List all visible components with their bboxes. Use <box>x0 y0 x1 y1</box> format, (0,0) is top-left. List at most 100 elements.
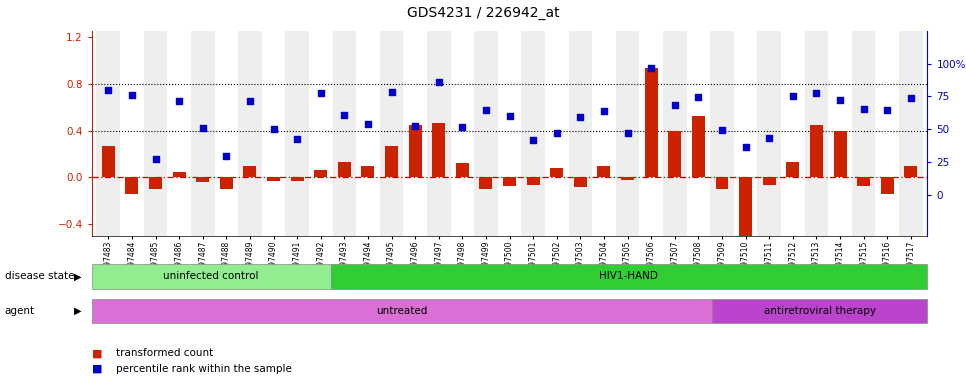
Point <box>148 156 163 162</box>
Point <box>643 65 659 71</box>
Bar <box>615 31 639 236</box>
Point <box>455 124 470 130</box>
Point <box>596 108 611 114</box>
Bar <box>739 177 753 236</box>
Bar <box>92 299 713 323</box>
Bar <box>126 177 138 194</box>
Text: HIV1-HAND: HIV1-HAND <box>600 271 659 281</box>
Bar <box>97 31 120 236</box>
Bar <box>574 177 587 187</box>
Bar <box>92 264 330 289</box>
Bar <box>262 31 285 236</box>
Bar <box>881 177 894 194</box>
Text: uninfected control: uninfected control <box>163 271 259 281</box>
Point <box>573 114 588 120</box>
Text: ▶: ▶ <box>73 271 81 281</box>
Bar <box>569 31 592 236</box>
Bar <box>191 31 214 236</box>
Point <box>100 87 116 93</box>
Bar <box>828 31 852 236</box>
Bar <box>497 31 522 236</box>
Bar <box>598 166 611 177</box>
Bar <box>710 31 734 236</box>
Point <box>360 121 376 127</box>
Bar <box>639 31 663 236</box>
Bar <box>330 264 927 289</box>
Text: agent: agent <box>5 306 35 316</box>
Bar <box>385 146 398 177</box>
Point <box>218 153 234 159</box>
Text: percentile rank within the sample: percentile rank within the sample <box>116 364 292 374</box>
Bar <box>479 177 493 189</box>
Point <box>668 102 683 108</box>
Point <box>313 90 328 96</box>
Bar <box>167 31 191 236</box>
Bar <box>243 166 256 177</box>
Bar <box>526 177 540 184</box>
Point <box>478 106 494 113</box>
Point <box>125 92 140 98</box>
Bar <box>291 177 303 181</box>
Point <box>336 112 352 118</box>
Bar <box>432 124 445 177</box>
Bar <box>456 163 469 177</box>
Bar <box>781 31 805 236</box>
Bar <box>875 31 899 236</box>
Text: transformed count: transformed count <box>116 348 213 358</box>
Point <box>879 108 895 114</box>
Bar <box>545 31 569 236</box>
Bar <box>361 166 375 177</box>
Bar <box>852 31 875 236</box>
Bar <box>522 31 545 236</box>
Text: antiretroviral therapy: antiretroviral therapy <box>764 306 876 316</box>
Bar <box>380 31 404 236</box>
Bar <box>621 177 634 180</box>
Bar <box>834 131 846 177</box>
Bar <box>805 31 828 236</box>
Bar <box>810 125 823 177</box>
Bar <box>196 177 210 182</box>
Bar <box>356 31 380 236</box>
Bar <box>214 31 238 236</box>
Bar <box>757 31 781 236</box>
Bar <box>173 172 185 177</box>
Point <box>691 94 706 100</box>
Text: untreated: untreated <box>377 306 428 316</box>
Bar <box>427 31 450 236</box>
Text: GDS4231 / 226942_at: GDS4231 / 226942_at <box>407 6 559 20</box>
Point <box>903 95 919 101</box>
Bar <box>238 31 262 236</box>
Bar <box>503 177 516 186</box>
Text: ■: ■ <box>92 364 102 374</box>
Bar <box>663 31 687 236</box>
Bar <box>149 177 162 189</box>
Point <box>833 97 848 103</box>
Bar <box>309 31 332 236</box>
Bar <box>144 31 167 236</box>
Point <box>195 125 211 131</box>
Bar <box>899 31 923 236</box>
Point <box>431 79 446 86</box>
Bar <box>692 116 705 177</box>
Bar <box>404 31 427 236</box>
Bar <box>592 31 615 236</box>
Bar <box>332 31 356 236</box>
Bar <box>285 31 309 236</box>
Bar <box>101 146 115 177</box>
Bar <box>668 131 681 177</box>
Bar <box>474 31 497 236</box>
Bar <box>314 170 327 177</box>
Text: ▶: ▶ <box>73 306 81 316</box>
Point <box>171 98 186 104</box>
Point <box>738 144 753 151</box>
Bar <box>786 162 799 177</box>
Bar <box>409 125 421 177</box>
Bar <box>450 31 474 236</box>
Point <box>761 134 777 141</box>
Bar <box>220 177 233 189</box>
Bar <box>120 31 144 236</box>
Point <box>549 129 564 136</box>
Bar <box>734 31 757 236</box>
Bar <box>904 166 918 177</box>
Text: ■: ■ <box>92 348 102 358</box>
